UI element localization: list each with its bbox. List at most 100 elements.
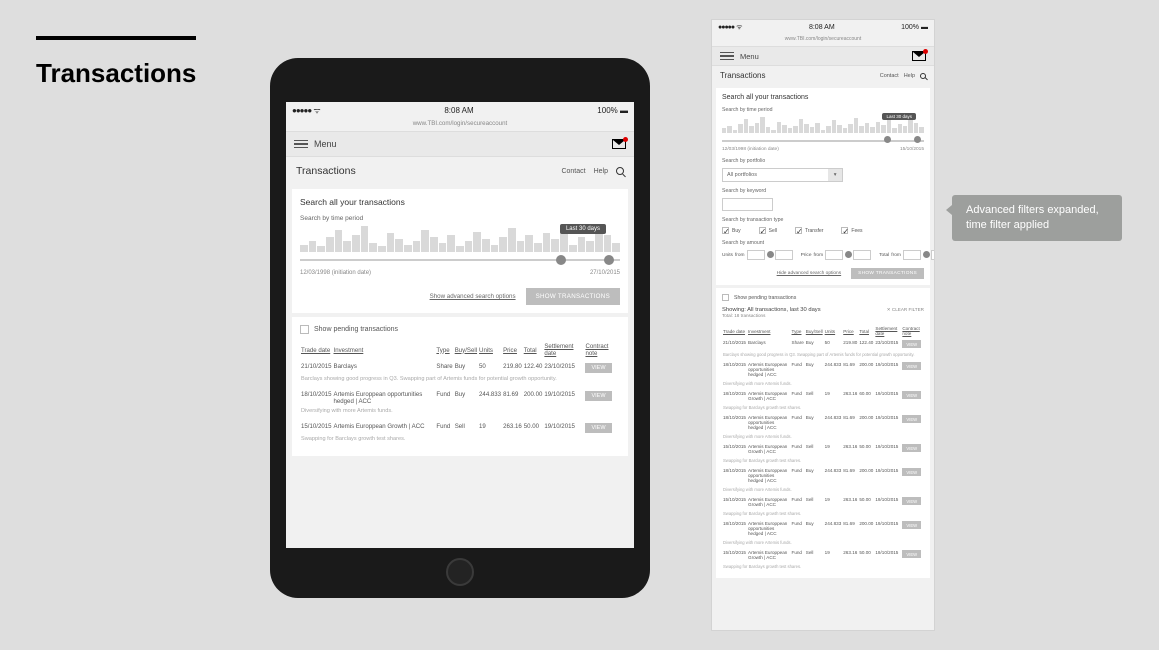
type-option[interactable]: Fees	[841, 227, 862, 234]
view-button[interactable]: VIEW	[902, 468, 921, 476]
portfolio-select[interactable]: All portfolios ▾	[722, 168, 843, 182]
page-heading: Transactions	[296, 165, 356, 177]
view-button[interactable]: VIEW	[902, 550, 921, 558]
amount-from-input[interactable]	[747, 250, 765, 260]
time-range-slider[interactable]	[722, 135, 924, 143]
histogram-bar	[387, 233, 395, 252]
table-header[interactable]: Settlement date	[874, 324, 901, 338]
range-thumb-end[interactable]	[604, 255, 614, 265]
keyword-label: Search by keyword	[722, 188, 924, 194]
table-cell: 15/10/2015	[722, 548, 747, 562]
mail-icon[interactable]	[612, 139, 626, 149]
histogram-bar	[369, 243, 377, 252]
histogram-bar	[837, 125, 841, 133]
table-note-row: Swapping for Barclays growth test shares…	[722, 403, 924, 413]
table-row: 18/10/2015Artemis Europpean opportunitie…	[722, 413, 924, 432]
table-cell: Sell	[805, 442, 824, 456]
view-button[interactable]: VIEW	[902, 362, 921, 370]
view-button[interactable]: VIEW	[902, 521, 921, 529]
table-header[interactable]: Contract note	[584, 340, 620, 360]
table-header[interactable]: Investment	[333, 340, 436, 360]
table-header[interactable]: Units	[824, 324, 843, 338]
table-cell: 122.40	[523, 360, 544, 376]
range-thumb-start[interactable]	[556, 255, 566, 265]
contact-link[interactable]: Contact	[880, 73, 899, 79]
table-cell: 81.69	[502, 388, 523, 408]
slider-thumb[interactable]	[767, 251, 774, 258]
table-header[interactable]: Contract note	[901, 324, 924, 338]
pending-checkbox[interactable]	[300, 325, 309, 334]
search-icon[interactable]	[920, 73, 926, 79]
table-header[interactable]: Buy/Sell	[454, 340, 478, 360]
view-button[interactable]: VIEW	[902, 444, 921, 452]
table-header[interactable]: Price	[502, 340, 523, 360]
show-transactions-button[interactable]: SHOW TRANSACTIONS	[851, 268, 924, 279]
table-cell: Fund	[435, 388, 453, 408]
view-button[interactable]: VIEW	[902, 391, 921, 399]
app-bar: Menu	[712, 46, 934, 66]
table-header[interactable]: Price	[842, 324, 858, 338]
amount-to-input[interactable]	[853, 250, 871, 260]
table-cell: 263.16	[842, 548, 858, 562]
menu-button[interactable]: Menu	[294, 138, 337, 151]
time-range-slider[interactable]	[300, 254, 620, 266]
table-cell: 219.80	[502, 360, 523, 376]
table-cell: Artemis Europpean Growth | ACC	[747, 389, 791, 403]
contact-link[interactable]: Contact	[561, 168, 585, 175]
view-button[interactable]: VIEW	[902, 497, 921, 505]
table-header[interactable]: Units	[478, 340, 502, 360]
range-thumb-start[interactable]	[884, 136, 891, 143]
range-start-date: 12/03/1998 (initiation date)	[300, 270, 371, 276]
home-button[interactable]	[446, 558, 474, 586]
pending-checkbox[interactable]	[722, 294, 729, 301]
type-option[interactable]: Transfer	[795, 227, 823, 234]
table-cell: 81.69	[842, 466, 858, 485]
show-transactions-button[interactable]: SHOW TRANSACTIONS	[526, 288, 620, 305]
hide-advanced-link[interactable]: Hide advanced search options	[777, 271, 842, 276]
amount-to-input[interactable]	[775, 250, 793, 260]
menu-label: Menu	[740, 52, 759, 61]
advanced-search-link[interactable]: Show advanced search options	[430, 293, 516, 300]
amount-from-input[interactable]	[825, 250, 843, 260]
table-header[interactable]: Buy/Sell	[805, 324, 824, 338]
histogram-bar	[744, 119, 748, 133]
help-link[interactable]: Help	[594, 168, 608, 175]
clear-filter-button[interactable]: ✕ CLEAR FILTER	[887, 307, 924, 313]
histogram-bar	[551, 239, 559, 252]
amount-to-input[interactable]	[931, 250, 934, 260]
table-header[interactable]: Trade date	[722, 324, 747, 338]
portfolio-label: Search by portfolio	[722, 158, 924, 164]
menu-label: Menu	[314, 139, 337, 149]
table-cell: Buy	[805, 519, 824, 538]
mail-icon[interactable]	[912, 51, 926, 61]
checkbox-icon	[722, 227, 729, 234]
keyword-input[interactable]	[722, 198, 773, 211]
type-label: Search by transaction type	[722, 217, 924, 223]
range-thumb-end[interactable]	[914, 136, 921, 143]
table-header[interactable]: Investment	[747, 324, 791, 338]
view-button[interactable]: VIEW	[585, 363, 611, 373]
type-option[interactable]: Buy	[722, 227, 741, 234]
search-icon[interactable]	[616, 167, 624, 175]
histogram-bar	[395, 239, 403, 252]
table-header[interactable]: Total	[523, 340, 544, 360]
table-header[interactable]: Total	[858, 324, 874, 338]
slider-thumb[interactable]	[923, 251, 930, 258]
view-button[interactable]: VIEW	[585, 391, 611, 401]
amount-from-input[interactable]	[903, 250, 921, 260]
table-cell: Artemis Europpean opportunities hedged |…	[747, 413, 791, 432]
table-cell: 50	[824, 338, 843, 350]
help-link[interactable]: Help	[904, 73, 915, 79]
amount-label: Units	[722, 253, 733, 258]
type-option[interactable]: Sell	[759, 227, 777, 234]
menu-button[interactable]: Menu	[720, 50, 759, 63]
table-header[interactable]: Settlement date	[543, 340, 584, 360]
table-header[interactable]: Type	[435, 340, 453, 360]
view-button[interactable]: VIEW	[902, 415, 921, 423]
histogram-bar	[887, 119, 891, 133]
view-button[interactable]: VIEW	[585, 423, 611, 433]
table-header[interactable]: Trade date	[300, 340, 333, 360]
view-button[interactable]: VIEW	[902, 340, 921, 348]
table-header[interactable]: Type	[791, 324, 805, 338]
table-cell: Artemis Europpean opportunities hedged |…	[747, 466, 791, 485]
